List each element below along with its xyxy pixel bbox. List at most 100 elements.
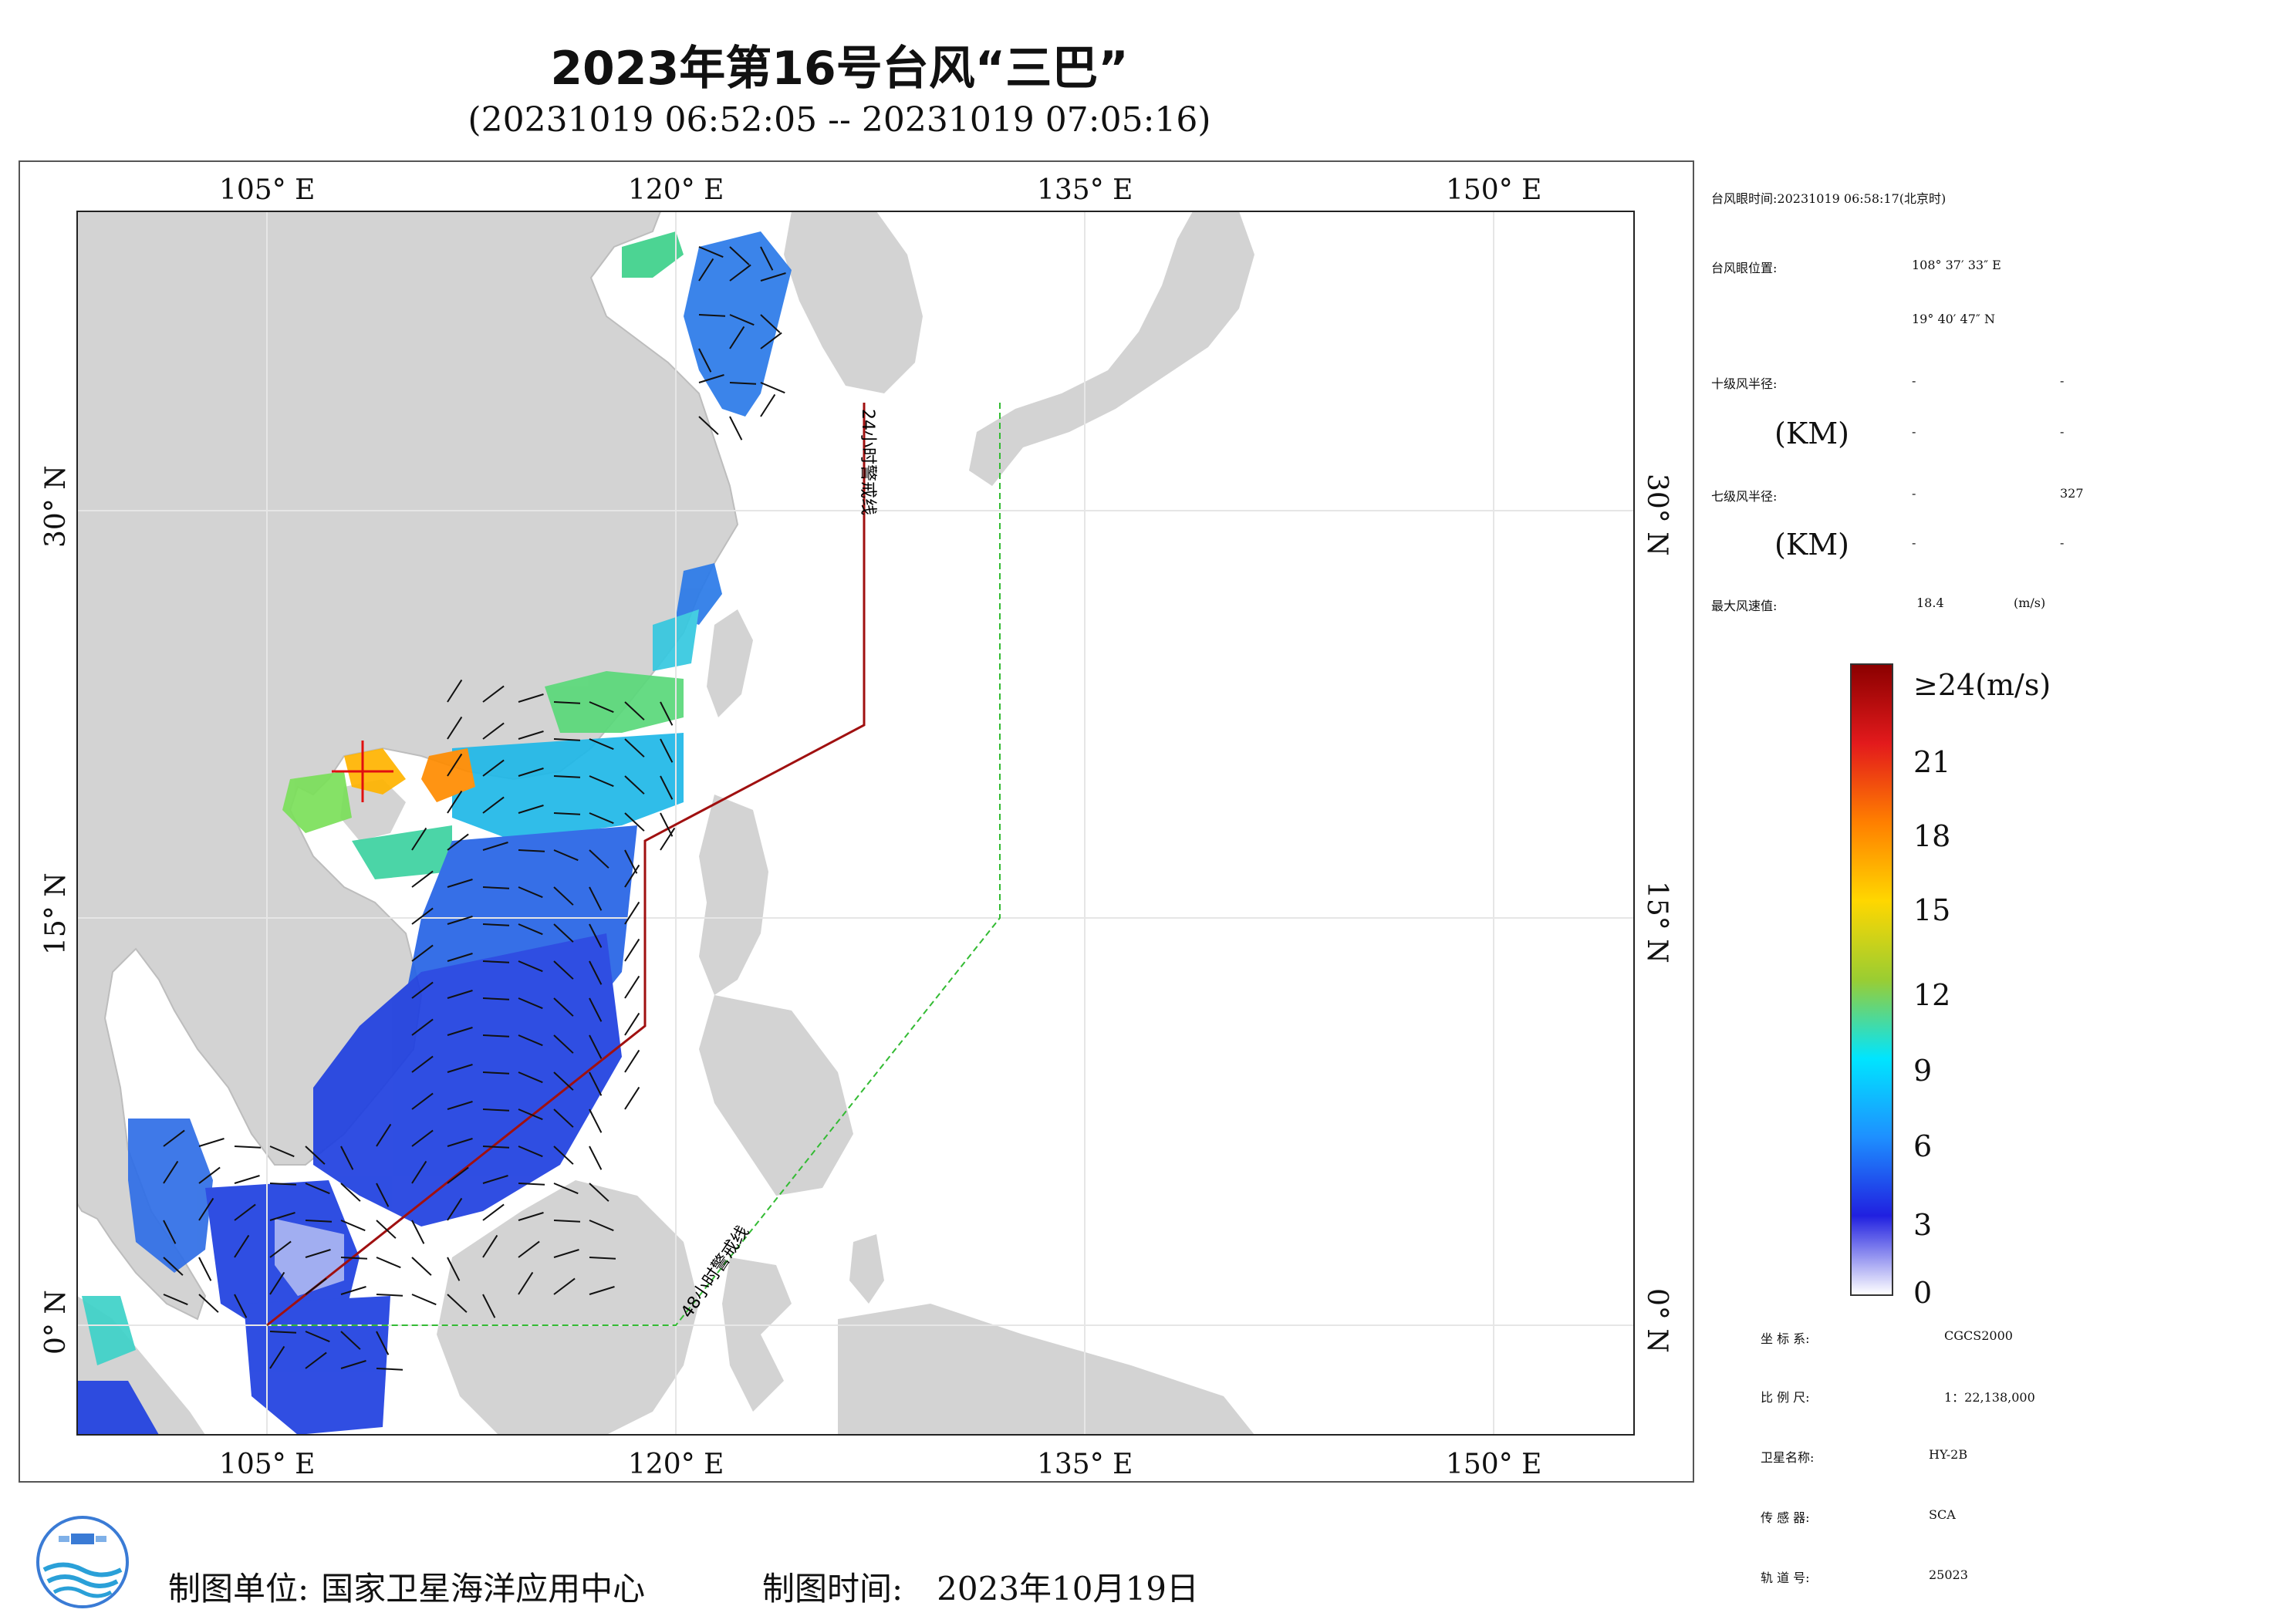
wind-barb [482, 886, 510, 889]
wind-barb [729, 326, 745, 349]
wind-barb [269, 1183, 297, 1186]
lat-label-right-30: 30° N [1641, 474, 1673, 556]
wind-barb [305, 1146, 326, 1165]
wind-barb [340, 1360, 366, 1369]
satellite-value: HY-2B [1929, 1447, 1968, 1462]
wind-barb [411, 1220, 425, 1244]
wind-barb [729, 246, 750, 265]
wind-barb [518, 768, 544, 777]
wind-barb [234, 1203, 256, 1221]
wind-barb [447, 1294, 468, 1313]
typhoon-eye-marker [332, 741, 393, 802]
wind-barb [553, 1108, 574, 1128]
wind-barb [269, 1331, 297, 1334]
wind-speed-field [77, 231, 792, 1435]
r7-value-4: - [2060, 535, 2065, 550]
wind-barb [553, 923, 574, 943]
wind-barb [198, 1294, 219, 1313]
wind-barb [660, 738, 674, 763]
map-frame: 24小时警戒线 48小时警戒线 105° E 120° E 135° E 150… [19, 160, 1694, 1483]
wind-barb [518, 693, 544, 703]
sulawesi [722, 1257, 792, 1412]
colorbar-tick-0: 0 [1913, 1276, 1933, 1310]
lon-label-bottom-150: 150° E [1446, 1449, 1541, 1480]
lon-label-top-120: 120° E [628, 174, 724, 206]
wind-barb [698, 374, 724, 383]
japan [969, 211, 1254, 486]
wind-barb [729, 382, 757, 385]
wind-barb [305, 1277, 327, 1295]
wind-barb [518, 1183, 545, 1186]
maker-row: 制图单位: 国家卫星海洋应用中心 [168, 1563, 645, 1610]
wind-barb [411, 1129, 434, 1147]
map-subtitle: (20231019 06:52:05 -- 20231019 07:05:16) [468, 100, 1211, 140]
wind-barb [482, 1071, 510, 1075]
wind-barb [411, 981, 434, 999]
wind-barb [589, 1220, 614, 1232]
wind-barb [518, 1146, 543, 1158]
colorbar-tick-21: 21 [1913, 745, 1951, 779]
wind-barb [163, 1294, 188, 1306]
wind-barb [553, 849, 579, 862]
wind-barb [305, 1183, 330, 1195]
r7-value-2: 327 [2060, 486, 2084, 501]
wind-barb [553, 1183, 579, 1195]
scale-label: 比 例 尺: [1761, 1390, 1810, 1405]
wind-barb [518, 923, 543, 936]
wind-barb [447, 1166, 469, 1184]
wind-barb [518, 1071, 543, 1084]
sensor-value: SCA [1929, 1507, 1956, 1522]
halmahera [849, 1234, 884, 1304]
wind-barb [482, 842, 508, 851]
wind-barb [760, 393, 776, 417]
wind-barb [340, 1257, 368, 1260]
wind-barb [589, 812, 614, 825]
lon-label-bottom-105: 105° E [219, 1449, 315, 1480]
r10-value-4: - [2060, 424, 2065, 439]
wind-barb [624, 901, 640, 925]
wind-barb [518, 1271, 534, 1295]
wind-barb [589, 1146, 603, 1170]
wind-barb [698, 258, 714, 282]
wind-barb [447, 1027, 473, 1036]
wind-barb [340, 1331, 361, 1350]
wind-barb [589, 923, 603, 948]
orbit-label: 轨 道 号: [1761, 1571, 1810, 1585]
wind-barb [447, 916, 473, 925]
wind-barb [482, 923, 510, 926]
colorbar-tick-9: 9 [1913, 1054, 1933, 1088]
colorbar-tick-6: 6 [1913, 1129, 1933, 1163]
wind-barb [376, 1257, 401, 1269]
wind-barb [660, 701, 674, 726]
warning-line-24h [266, 403, 866, 1327]
wind-barb [760, 382, 785, 394]
wind-barb [447, 679, 463, 703]
map-title: 2023年第16号台风“三巴” [550, 42, 1129, 96]
crs-value: CGCS2000 [1944, 1328, 2013, 1343]
wind-barb [698, 246, 724, 258]
wind-barb [198, 1166, 221, 1184]
wind-barb [234, 1294, 248, 1318]
wind-barb [553, 812, 581, 815]
wind-barb [447, 879, 473, 888]
r10-unit: (KM) [1774, 417, 1849, 450]
wind-barb [660, 775, 674, 800]
wind-barb [269, 1240, 292, 1258]
hainan [340, 779, 406, 841]
philippines-south [699, 995, 853, 1196]
wind-barb [198, 1197, 214, 1221]
wind-barb [411, 1055, 434, 1073]
eye-lat: 19° 40′ 47″ N [1912, 312, 1995, 326]
wind-barb [729, 314, 755, 326]
date-value: 2023年10月19日 [937, 1570, 1199, 1608]
wind-barb [411, 1294, 437, 1306]
wind-barb [553, 1249, 579, 1258]
plot-border [76, 211, 1635, 1436]
wind-barb [698, 314, 726, 317]
wind-barb [553, 997, 574, 1017]
wind-barbs [163, 246, 786, 1371]
eye-pos-label: 台风眼位置: [1711, 261, 1778, 275]
wind-barb [760, 314, 781, 333]
wind-barb [411, 1257, 432, 1276]
nsoas-logo-icon [36, 1516, 129, 1608]
